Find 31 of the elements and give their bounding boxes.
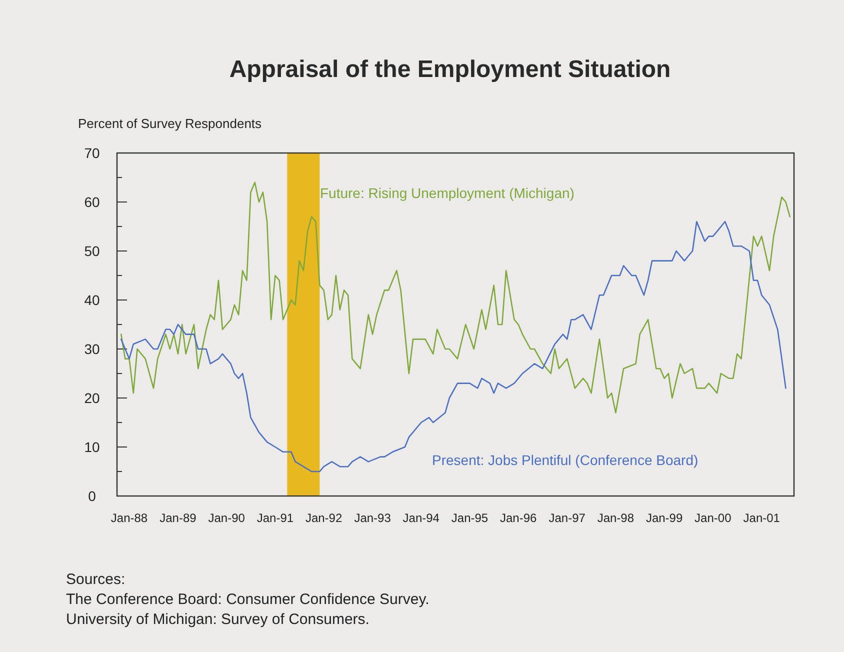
x-tick-label: Jan-88 (110, 511, 148, 525)
x-tick-label: Jan-90 (208, 511, 246, 525)
chart-title: Appraisal of the Employment Situation (229, 56, 671, 83)
text: University of Michigan: Survey of Consumers. (66, 611, 370, 628)
x-tick-label: Jan-91 (256, 511, 294, 525)
x-tick-label: Jan-96 (500, 511, 538, 525)
line-series (120, 182, 791, 414)
y-tick-label: 40 (84, 292, 100, 308)
line-series (120, 220, 786, 472)
y-tick-label: 20 (84, 390, 100, 406)
x-tick-label: Jan-97 (548, 511, 586, 525)
y-tick-label: 60 (84, 194, 100, 210)
x-tick-label: Jan-00 (694, 511, 732, 525)
series-label: Future: Rising Unemployment (Michigan) (320, 185, 574, 201)
x-tick-label: Jan-98 (597, 511, 634, 525)
x-tick-label: Jan-94 (402, 511, 440, 525)
y-tick-label: 50 (84, 243, 100, 259)
text: The Conference Board: Consumer Confidence Survey. (66, 591, 430, 608)
y-tick-label: 0 (88, 488, 96, 504)
x-tick-label: Jan-95 (451, 511, 488, 525)
y-tick-label: 30 (84, 341, 100, 357)
y-tick-label: 10 (84, 439, 100, 455)
x-tick-label: Jan-92 (305, 511, 342, 525)
series-label: Present: Jobs Plentiful (Conference Board) (432, 452, 698, 468)
x-tick-label: Jan-01 (743, 511, 780, 525)
source-note: Sources: (66, 571, 126, 588)
x-tick-label: Jan-89 (160, 511, 197, 525)
x-tick-label: Jan-99 (646, 511, 683, 525)
y-axis-title: Percent of Survey Respondents (78, 116, 262, 131)
y-tick-label: 70 (84, 145, 100, 161)
x-tick-label: Jan-93 (354, 511, 392, 525)
